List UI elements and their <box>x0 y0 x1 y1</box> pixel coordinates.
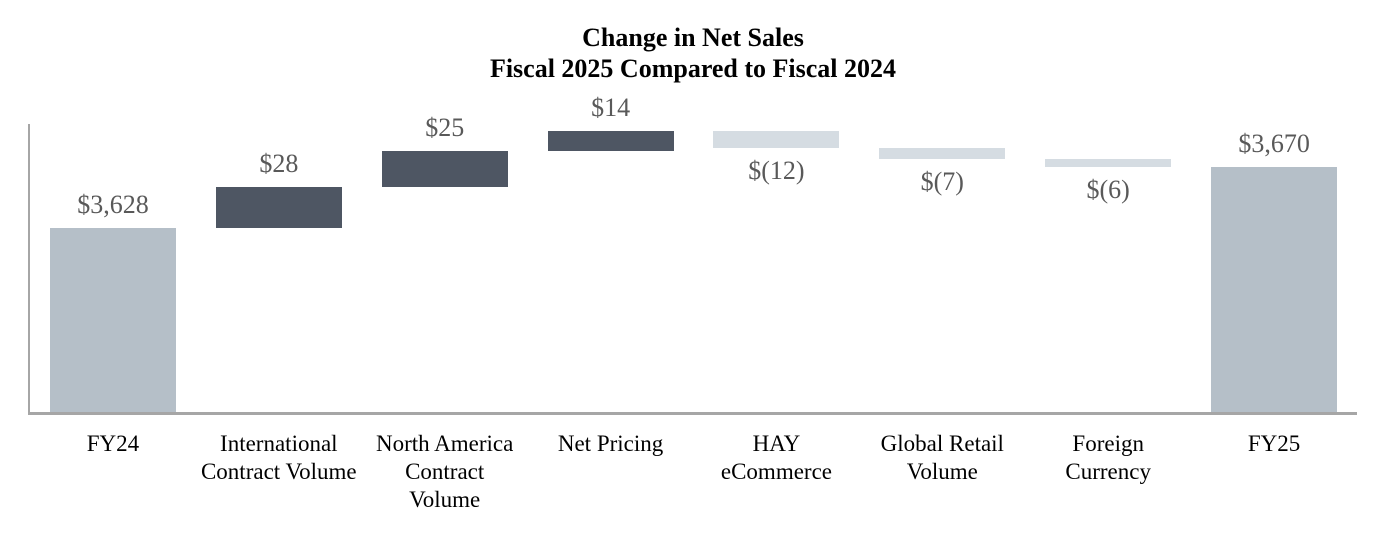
waterfall-bar-net-pricing <box>547 131 674 152</box>
value-label-net-pricing: $14 <box>591 93 631 123</box>
value-label-hay-ecommerce: $(12) <box>748 156 805 186</box>
y-axis-line <box>28 124 30 415</box>
category-label-line: Contract Volume <box>200 459 357 484</box>
category-label-fy25: FY25 <box>1191 430 1357 458</box>
category-label-north-america-contract-volume: North America Contract Volume <box>362 430 528 514</box>
value-label-foreign-currency: $(6) <box>1086 175 1130 205</box>
category-label-line: eCommerce <box>720 459 832 484</box>
category-label-line: FY24 <box>86 431 140 456</box>
category-label-line: Contract <box>405 459 485 484</box>
waterfall-bar-fy24 <box>49 227 176 412</box>
category-label-international-contract-volume: International Contract Volume <box>196 430 362 486</box>
category-label-line: Foreign <box>1072 431 1144 456</box>
category-label-net-pricing: Net Pricing <box>528 430 694 458</box>
category-label-line: Volume <box>906 459 978 484</box>
category-label-global-retail-volume: Global Retail Volume <box>859 430 1025 486</box>
waterfall-bar-global-retail-volume <box>879 148 1006 159</box>
chart-title-line-1: Change in Net Sales <box>582 23 804 52</box>
category-label-line: Net Pricing <box>557 431 664 456</box>
category-label-line: North America <box>376 431 514 456</box>
value-label-global-retail-volume: $(7) <box>920 166 964 196</box>
category-label-line: International <box>220 431 338 456</box>
chart-title-line-2: Fiscal 2025 Compared to Fiscal 2024 <box>489 54 897 83</box>
value-label-north-america-contract-volume: $25 <box>425 113 465 143</box>
category-label-line: FY25 <box>1247 431 1301 456</box>
x-axis-line <box>28 412 1357 415</box>
waterfall-bar-north-america-contract-volume <box>381 151 508 188</box>
category-label-fy24: FY24 <box>30 430 196 458</box>
category-label-line: Volume <box>409 487 481 512</box>
waterfall-bar-hay-ecommerce <box>713 131 840 149</box>
value-label-fy24: $3,628 <box>77 189 149 219</box>
value-label-fy25: $3,670 <box>1238 129 1310 159</box>
value-label-international-contract-volume: $28 <box>259 149 299 179</box>
category-label-line: Currency <box>1065 459 1151 484</box>
category-label-line: HAY <box>752 431 801 456</box>
chart-title: Change in Net Sales Fiscal 2025 Compared… <box>0 22 1386 84</box>
waterfall-bar-fy25 <box>1211 167 1338 412</box>
category-label-line: Global Retail <box>880 431 1004 456</box>
waterfall-bar-foreign-currency <box>1045 158 1172 168</box>
category-label-foreign-currency: Foreign Currency <box>1025 430 1191 486</box>
waterfall-bar-international-contract-volume <box>215 187 342 228</box>
category-label-hay-ecommerce: HAY eCommerce <box>694 430 860 486</box>
